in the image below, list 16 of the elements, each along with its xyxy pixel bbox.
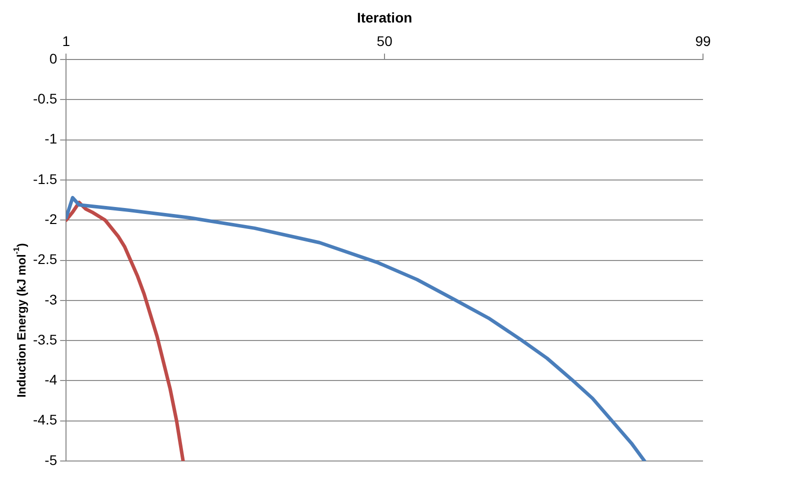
y-tick-label: -3.5	[33, 331, 58, 348]
y-tick-label: -1	[44, 130, 58, 147]
y-tick-label: -3	[44, 291, 58, 308]
y-tick-label: -0.5	[33, 90, 58, 107]
y-tick-label: 0	[49, 50, 58, 66]
x-tick-label: 99	[695, 33, 711, 50]
y-tick-label: -1.5	[33, 170, 58, 187]
y-axis-title: Induction Energy (kJ mol-1)	[12, 243, 28, 398]
x-tick-label: 50	[376, 33, 393, 50]
x-tick-label: 1	[62, 33, 70, 50]
y-tick-label: -2	[44, 211, 58, 228]
y-tick-label: -5	[44, 452, 58, 468]
y-tick-label: -4.5	[33, 412, 58, 428]
x-axis-title: Iteration	[356, 9, 412, 26]
y-tick-label: -2.5	[33, 251, 58, 268]
y-tick-label: -4	[44, 372, 58, 388]
